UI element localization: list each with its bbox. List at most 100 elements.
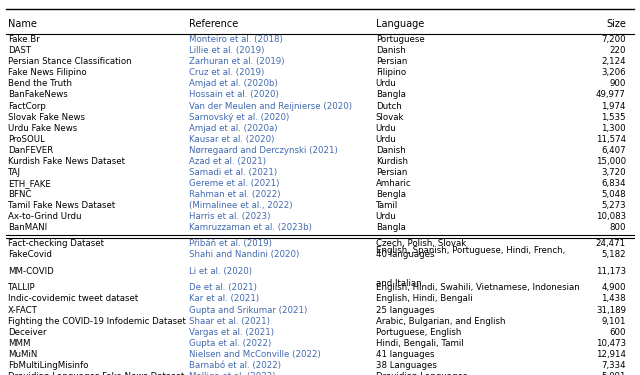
- Text: X-FACT: X-FACT: [8, 306, 38, 315]
- Text: MM-COVID: MM-COVID: [8, 267, 53, 276]
- Text: Slovak Fake News: Slovak Fake News: [8, 112, 84, 122]
- Text: DanFEVER: DanFEVER: [8, 146, 53, 155]
- Text: Urdu Fake News: Urdu Fake News: [8, 124, 77, 133]
- Text: Přibáň et al. (2019): Přibáň et al. (2019): [189, 239, 271, 248]
- Text: MuMiN: MuMiN: [8, 350, 37, 359]
- Text: English, Hindi, Bengali: English, Hindi, Bengali: [376, 294, 472, 303]
- Text: 600: 600: [609, 328, 626, 337]
- Text: Fact-checking Dataset: Fact-checking Dataset: [8, 239, 104, 248]
- Text: Bengla: Bengla: [376, 190, 406, 199]
- Text: 10,473: 10,473: [596, 339, 626, 348]
- Text: Amharic: Amharic: [376, 179, 412, 188]
- Text: BanFakeNews: BanFakeNews: [8, 90, 67, 99]
- Text: Bend the Truth: Bend the Truth: [8, 80, 72, 88]
- Text: Azad et al. (2021): Azad et al. (2021): [189, 157, 266, 166]
- Text: 5,182: 5,182: [602, 250, 626, 259]
- Text: 6,407: 6,407: [602, 146, 626, 155]
- Text: 7,334: 7,334: [602, 361, 626, 370]
- Text: 900: 900: [609, 80, 626, 88]
- Text: Portuguese: Portuguese: [376, 35, 424, 44]
- Text: Bangla: Bangla: [376, 223, 406, 232]
- Text: Kar et al. (2021): Kar et al. (2021): [189, 294, 259, 303]
- Text: 5,048: 5,048: [602, 190, 626, 199]
- Text: 40 languages: 40 languages: [376, 250, 434, 259]
- Text: 9,101: 9,101: [602, 316, 626, 326]
- Text: 220: 220: [609, 46, 626, 55]
- Text: Vargas et al. (2021): Vargas et al. (2021): [189, 328, 274, 337]
- Text: Monteiro et al. (2018): Monteiro et al. (2018): [189, 35, 282, 44]
- Text: Urdu: Urdu: [376, 124, 396, 133]
- Text: 5,091: 5,091: [602, 372, 626, 375]
- Text: Urdu: Urdu: [376, 212, 396, 221]
- Text: TALLIP: TALLIP: [8, 284, 35, 292]
- Text: 25 languages: 25 languages: [376, 306, 434, 315]
- Text: Nielsen and McConville (2022): Nielsen and McConville (2022): [189, 350, 321, 359]
- Text: Kamruzzaman et al. (2023b): Kamruzzaman et al. (2023b): [189, 223, 312, 232]
- Text: Ax-to-Grind Urdu: Ax-to-Grind Urdu: [8, 212, 81, 221]
- Text: Reference: Reference: [189, 19, 238, 28]
- Text: Samadi et al. (2021): Samadi et al. (2021): [189, 168, 277, 177]
- Text: 3,206: 3,206: [602, 68, 626, 77]
- Text: Urdu: Urdu: [376, 135, 396, 144]
- Text: Danish: Danish: [376, 146, 405, 155]
- Text: 800: 800: [609, 223, 626, 232]
- Text: 6,834: 6,834: [602, 179, 626, 188]
- Text: FbMultiLingMisinfo: FbMultiLingMisinfo: [8, 361, 88, 370]
- Text: Kurdish: Kurdish: [376, 157, 408, 166]
- Text: 1,300: 1,300: [602, 124, 626, 133]
- Text: Zarhuran et al. (2019): Zarhuran et al. (2019): [189, 57, 284, 66]
- Text: Gereme et al. (2021): Gereme et al. (2021): [189, 179, 279, 188]
- Text: Van der Meulen and Reijnierse (2020): Van der Meulen and Reijnierse (2020): [189, 102, 352, 111]
- Text: Czech, Polish, Slovak: Czech, Polish, Slovak: [376, 239, 466, 248]
- Text: FakeCovid: FakeCovid: [8, 250, 52, 259]
- Text: Dravidian Languages Fake News Dataset: Dravidian Languages Fake News Dataset: [8, 372, 184, 375]
- Text: Dravidian Languages: Dravidian Languages: [376, 372, 467, 375]
- Text: 15,000: 15,000: [596, 157, 626, 166]
- Text: Persian Stance Classification: Persian Stance Classification: [8, 57, 131, 66]
- Text: Slovak: Slovak: [376, 112, 404, 122]
- Text: 1,974: 1,974: [602, 102, 626, 111]
- Text: Gupta et al. (2022): Gupta et al. (2022): [189, 339, 271, 348]
- Text: BFNC: BFNC: [8, 190, 31, 199]
- Text: Kausar et al. (2020): Kausar et al. (2020): [189, 135, 274, 144]
- Text: Gupta and Srikumar (2021): Gupta and Srikumar (2021): [189, 306, 307, 315]
- Text: Bangla: Bangla: [376, 90, 406, 99]
- Text: 38 Languages: 38 Languages: [376, 361, 436, 370]
- Text: Urdu: Urdu: [376, 80, 396, 88]
- Text: Li et al. (2020): Li et al. (2020): [189, 267, 252, 276]
- Text: Dutch: Dutch: [376, 102, 401, 111]
- Text: Fake.Br: Fake.Br: [8, 35, 40, 44]
- Text: ETH_FAKE: ETH_FAKE: [8, 179, 51, 188]
- Text: Shaar et al. (2021): Shaar et al. (2021): [189, 316, 269, 326]
- Text: 31,189: 31,189: [596, 306, 626, 315]
- Text: (Mirnalinee et al., 2022): (Mirnalinee et al., 2022): [189, 201, 292, 210]
- Text: 1,535: 1,535: [602, 112, 626, 122]
- Text: Persian: Persian: [376, 57, 407, 66]
- Text: Shahi and Nandini (2020): Shahi and Nandini (2020): [189, 250, 299, 259]
- Text: 1,438: 1,438: [602, 294, 626, 303]
- Text: Malliga et al. (2023): Malliga et al. (2023): [189, 372, 275, 375]
- Text: MMM: MMM: [8, 339, 30, 348]
- Text: 41 languages: 41 languages: [376, 350, 434, 359]
- Text: 12,914: 12,914: [596, 350, 626, 359]
- Text: Fake News Filipino: Fake News Filipino: [8, 68, 86, 77]
- Text: 24,471: 24,471: [596, 239, 626, 248]
- Text: 3,720: 3,720: [602, 168, 626, 177]
- Text: Lillie et al. (2019): Lillie et al. (2019): [189, 46, 264, 55]
- Text: Deceiver: Deceiver: [8, 328, 46, 337]
- Text: Harris et al. (2023): Harris et al. (2023): [189, 212, 270, 221]
- Text: Hindi, Bengali, Tamil: Hindi, Bengali, Tamil: [376, 339, 463, 348]
- Text: 5,273: 5,273: [602, 201, 626, 210]
- Text: Danish: Danish: [376, 46, 405, 55]
- Text: 11,574: 11,574: [596, 135, 626, 144]
- Text: Nørregaard and Derczynski (2021): Nørregaard and Derczynski (2021): [189, 146, 337, 155]
- Text: Kurdish Fake News Dataset: Kurdish Fake News Dataset: [8, 157, 125, 166]
- Text: 10,083: 10,083: [596, 212, 626, 221]
- Text: Size: Size: [606, 19, 626, 28]
- Text: Fighting the COVID-19 Infodemic Dataset: Fighting the COVID-19 Infodemic Dataset: [8, 316, 186, 326]
- Text: ProSOUL: ProSOUL: [8, 135, 45, 144]
- Text: DAST: DAST: [8, 46, 31, 55]
- Text: Filipino: Filipino: [376, 68, 406, 77]
- Text: Portuguese, English: Portuguese, English: [376, 328, 461, 337]
- Text: English, Spanish, Portuguese, Hindi, French,: English, Spanish, Portuguese, Hindi, Fre…: [376, 246, 565, 255]
